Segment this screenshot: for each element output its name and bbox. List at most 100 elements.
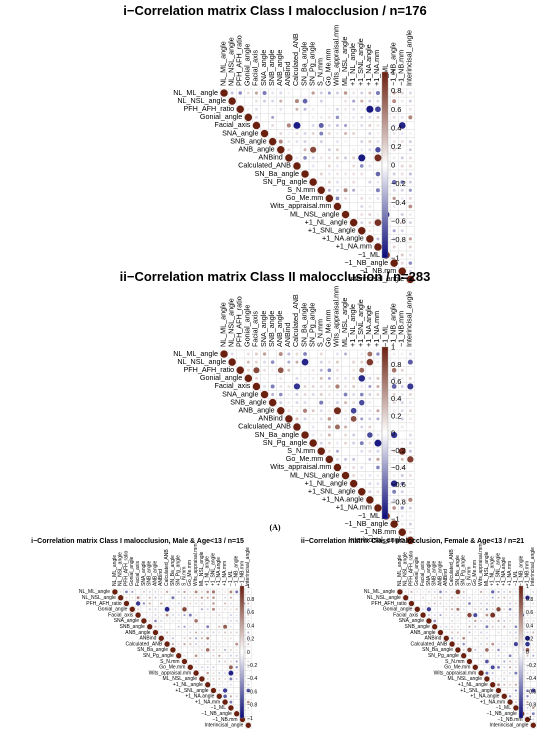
correlation-circle [509,683,512,686]
colorbar-tick-label: 0.4 [391,123,401,132]
correlation-circle [360,465,364,469]
correlation-circle [367,351,373,357]
row-label: NL_NSL_angle [177,357,226,366]
correlation-circle [335,172,339,176]
correlation-circle [341,471,350,480]
correlation-circle [154,619,157,623]
correlation-circle [368,490,372,494]
correlation-circle [352,188,356,192]
column-label: SN_Pg_angle [461,555,467,586]
correlation-circle [212,677,215,680]
correlation-circle [509,625,512,628]
correlation-circle [329,100,330,102]
correlation-circle [400,522,404,526]
colorbar [518,585,524,719]
correlation-circle [244,113,253,122]
correlation-circle [247,608,250,611]
row-label: ML_NSL_angle [448,676,483,682]
correlation-circle [456,607,460,611]
column-label: −1_NB_angle [388,42,397,86]
correlation-circle [433,596,436,599]
correlation-circle [376,237,380,241]
colorbar-tick-label: −0.8 [247,703,257,709]
correlation-circle [245,722,251,728]
correlation-circle [531,688,536,693]
correlation-circle [491,619,494,622]
correlation-circle [235,706,238,709]
colorbar-tick-label: −0.2 [391,446,406,455]
correlation-circle [369,369,371,371]
row-label: Calculated_ANB [126,641,163,647]
correlation-circle [400,474,404,478]
correlation-circle [468,654,471,657]
correlation-circle [503,619,506,622]
correlation-circle [514,619,517,622]
correlation-circle [480,614,482,616]
correlation-circle [224,677,227,680]
column-label: NL_ML_angle [218,41,227,86]
correlation-circle [154,608,157,611]
correlation-circle [359,392,364,397]
correlation-circle [327,401,331,405]
correlation-circle [182,607,187,612]
correlation-circle [235,642,239,646]
correlation-circle [408,204,413,209]
correlation-circle [206,614,209,617]
correlation-circle [497,677,500,680]
correlation-circle [218,654,221,657]
correlation-circle [295,409,299,413]
correlation-circle [514,695,517,698]
row-label: −1_NB_angle [344,258,388,267]
correlation-circle [223,694,227,699]
column-label: +1_NA.mm [372,311,381,347]
correlation-circle [279,384,283,388]
column-label: SNA_angle [259,311,268,347]
correlation-circle [170,647,176,653]
correlation-circle [263,384,267,388]
correlation-circle [171,596,175,600]
correlation-circle [359,399,365,406]
correlation-circle [514,614,517,617]
column-label: SN_Pg_angle [176,555,182,586]
correlation-circle [359,367,365,373]
column-label: S_N.mm [181,567,187,586]
correlation-circle [368,221,372,225]
correlation-circle [194,619,198,623]
correlation-circle [368,417,372,421]
correlation-circle [503,637,506,640]
correlation-circle [408,172,412,176]
correlation-circle [532,654,535,657]
correlation-circle [480,619,483,622]
colorbar-tick-label: 0.2 [526,637,533,643]
correlation-circle [509,672,512,675]
correlation-circle [341,210,350,219]
correlation-circle [398,447,406,455]
correlation-circle [171,631,174,634]
correlation-circle [509,643,512,646]
row-label: SN_Pg_angle [263,177,307,186]
correlation-circle [376,490,380,494]
colorbar-tick-label: 0.2 [247,637,254,643]
row-label: −1_NB.mm [212,717,237,723]
colorbar-tick-label: −0.8 [391,235,406,244]
correlation-circle [392,245,396,249]
correlation-circle [303,417,307,421]
column-label: SNB_angle [267,311,276,347]
correlation-circle [490,665,495,670]
correlation-circle [335,132,339,136]
correlation-circle [376,360,380,364]
correlation-circle [353,141,354,142]
row-label: +1_SNL_angle [308,487,356,496]
correlation-circle [474,643,476,645]
correlation-circle [360,204,364,208]
correlation-circle [376,352,380,356]
correlation-circle [287,384,291,388]
correlation-circle [142,602,146,605]
column-label: PFH_AFH_ratio [234,296,243,347]
row-label: Interincisal_angle [348,535,404,544]
correlation-circle [352,156,356,160]
row-label: +1_NL_angle [305,478,348,487]
correlation-circle [235,672,238,675]
row-label: S_N.mm [287,185,315,194]
correlation-circle [311,376,315,380]
